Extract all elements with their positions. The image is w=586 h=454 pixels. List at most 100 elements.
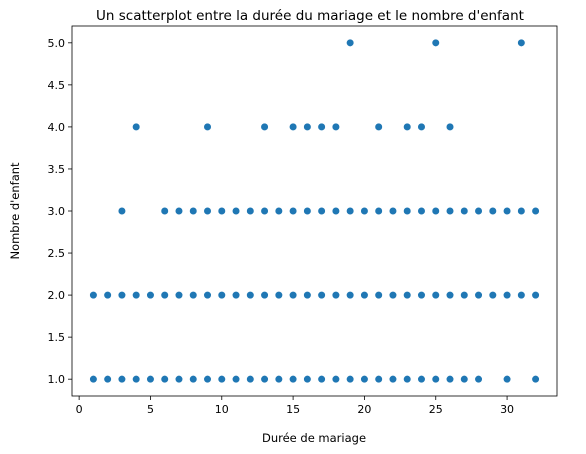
y-axis-label: Nombre d'enfant <box>8 162 22 260</box>
scatter-point <box>474 290 483 300</box>
scatter-point <box>374 290 383 300</box>
x-tick-label: 25 <box>429 403 443 416</box>
scatter-point <box>445 290 455 300</box>
scatter-point <box>445 375 455 384</box>
scatter-point <box>417 206 426 216</box>
scatter-point <box>289 122 298 132</box>
x-tick-label: 15 <box>286 403 300 416</box>
scatter-point <box>374 375 383 384</box>
scatter-point <box>331 290 340 300</box>
scatter-point <box>160 375 169 384</box>
scatter-point <box>274 375 283 384</box>
scatter-point <box>460 206 469 216</box>
scatter-point <box>203 122 212 132</box>
chart-title: Un scatterplot entre la durée du mariage… <box>96 8 524 24</box>
scatter-point <box>274 206 283 216</box>
scatter-point <box>303 206 312 216</box>
scatter-points <box>89 38 540 384</box>
scatter-point <box>317 206 326 216</box>
scatter-point <box>303 122 312 132</box>
scatter-point <box>117 206 127 216</box>
scatter-point <box>217 206 226 216</box>
scatter-point <box>260 375 269 384</box>
scatter-point <box>89 375 98 384</box>
x-axis-label: Durée de mariage <box>262 431 366 445</box>
scatter-point <box>146 375 155 384</box>
scatter-point <box>246 206 255 216</box>
scatter-point <box>346 38 355 47</box>
scatter-point <box>346 290 355 300</box>
scatter-point <box>346 206 355 216</box>
scatter-point <box>331 122 340 132</box>
scatter-point <box>388 206 398 216</box>
y-tick-label: 1.0 <box>48 373 66 386</box>
scatter-point <box>289 290 298 300</box>
x-axis-ticks: 0 5 10 15 20 25 30 <box>76 396 514 416</box>
scatter-point <box>517 290 526 300</box>
scatter-point <box>431 38 440 47</box>
scatter-point <box>160 206 169 216</box>
scatter-point <box>174 290 184 300</box>
y-tick-label: 3.5 <box>48 163 66 176</box>
y-tick-label: 4.0 <box>48 121 66 134</box>
scatter-point <box>445 122 455 132</box>
scatter-point <box>174 375 184 384</box>
scatter-point <box>189 375 198 384</box>
scatter-point <box>117 375 127 384</box>
x-tick-label: 0 <box>76 403 83 416</box>
x-tick-label: 30 <box>500 403 514 416</box>
scatter-point <box>103 290 112 300</box>
scatter-point <box>217 375 226 384</box>
y-tick-label: 2.5 <box>48 247 66 260</box>
scatter-point <box>231 375 241 384</box>
scatter-point <box>217 290 226 300</box>
scatter-point <box>303 375 312 384</box>
y-tick-label: 1.5 <box>48 331 66 344</box>
scatter-point <box>374 122 383 132</box>
scatter-point <box>132 122 141 132</box>
scatter-point <box>360 206 369 216</box>
scatter-point <box>317 122 326 132</box>
scatter-point <box>203 206 212 216</box>
scatter-point <box>403 122 412 132</box>
plot-area-frame <box>71 25 558 397</box>
scatter-point <box>474 206 483 216</box>
scatter-point <box>160 290 169 300</box>
scatter-point <box>231 290 241 300</box>
scatter-point <box>517 38 526 47</box>
scatter-point <box>460 290 469 300</box>
y-axis-ticks: 1.0 1.5 2.0 2.5 3.0 3.5 4.0 4.5 5.0 <box>48 37 72 386</box>
scatter-point <box>360 290 369 300</box>
scatter-point <box>246 375 255 384</box>
scatter-point <box>331 375 340 384</box>
scatter-point <box>174 206 184 216</box>
scatter-point <box>388 290 398 300</box>
scatter-point <box>260 122 269 132</box>
scatter-point <box>260 206 269 216</box>
scatter-point <box>189 290 198 300</box>
scatter-point <box>488 290 497 300</box>
scatter-point <box>132 375 141 384</box>
scatter-point <box>203 375 212 384</box>
scatter-point <box>431 290 440 300</box>
scatter-point <box>317 375 326 384</box>
scatter-point <box>531 206 540 216</box>
scatter-point <box>374 206 383 216</box>
scatter-point <box>474 375 483 384</box>
scatter-point <box>502 206 512 216</box>
scatter-point <box>445 206 455 216</box>
y-tick-label: 3.0 <box>48 205 66 218</box>
scatter-point <box>488 206 497 216</box>
scatter-point <box>502 290 512 300</box>
scatter-point <box>403 290 412 300</box>
scatter-point <box>346 375 355 384</box>
scatter-point <box>431 375 440 384</box>
scatter-point <box>89 290 98 300</box>
scatter-point <box>189 206 198 216</box>
scatter-point <box>117 290 127 300</box>
scatter-point <box>460 375 469 384</box>
x-tick-label: 5 <box>147 403 154 416</box>
scatter-point <box>417 290 426 300</box>
